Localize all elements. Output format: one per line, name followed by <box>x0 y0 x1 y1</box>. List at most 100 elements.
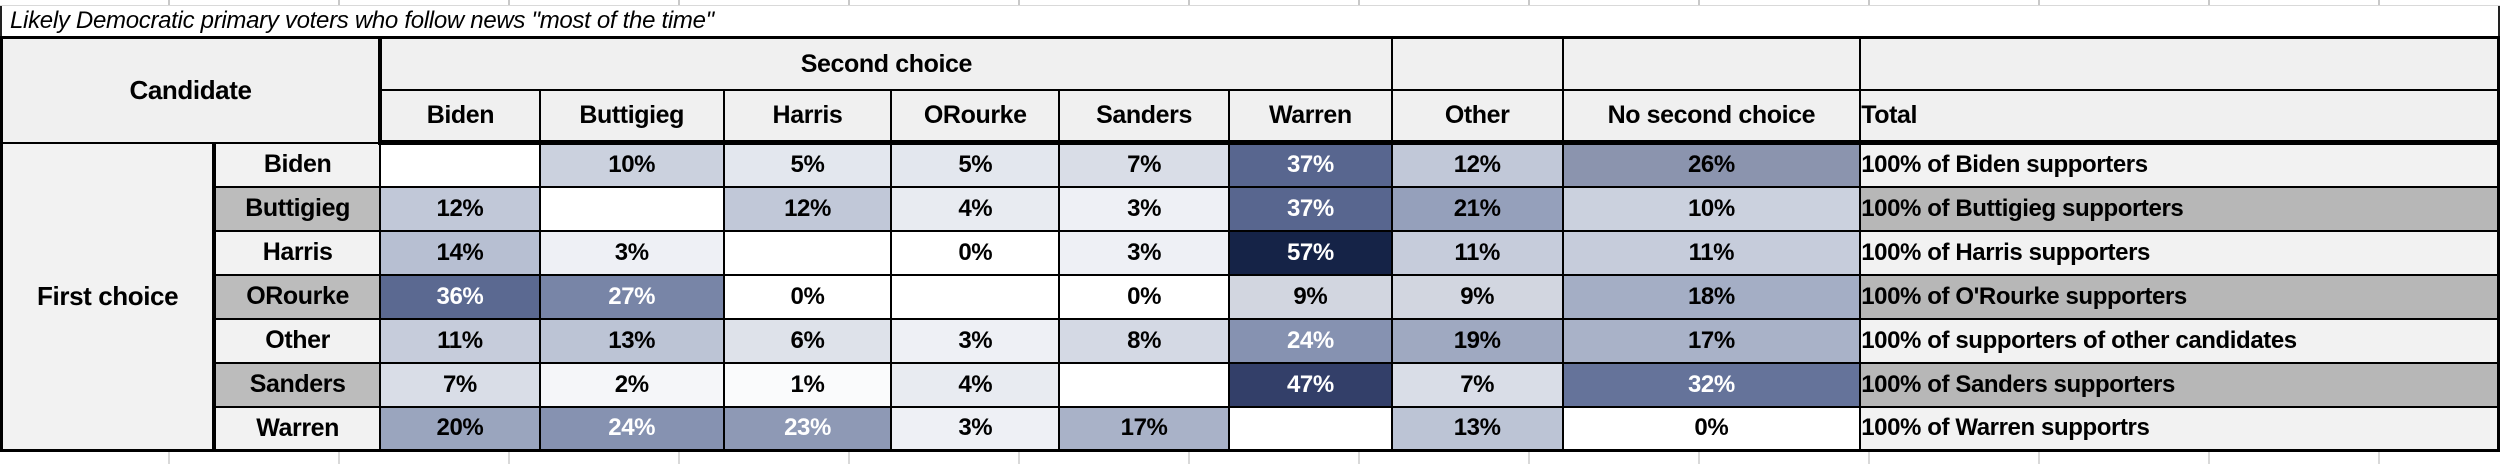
total-cell-harris[interactable]: 100% of Harris supporters <box>1859 229 2500 276</box>
col-header-total[interactable]: Total <box>1859 89 2500 145</box>
table-row-buttigieg: Buttigieg 12% 12% 4% 3% 37% 21% 10% 100% of Butt… <box>2 185 2500 232</box>
data-cell-other-warren[interactable]: 24% <box>1227 317 1393 364</box>
data-cell-buttigieg-sanders[interactable]: 3% <box>1058 185 1230 232</box>
data-cell-biden-warren[interactable]: 37% <box>1227 141 1393 188</box>
data-cell-warren-sanders[interactable]: 17% <box>1058 405 1230 452</box>
spreadsheet-gridline-strip-top <box>0 0 2500 6</box>
title-bar[interactable]: Likely Democratic primary voters who fol… <box>0 6 2500 36</box>
total-cell-other[interactable]: 100% of supporters of other candidates <box>1859 317 2500 364</box>
col-header-harris[interactable]: Harris <box>722 89 893 145</box>
row-label-sanders[interactable]: Sanders <box>213 361 382 408</box>
col-header-no-second-choice[interactable]: No second choice <box>1561 89 1862 145</box>
data-cell-buttigieg-no-second-choice[interactable]: 10% <box>1561 185 1862 232</box>
total-cell-warren[interactable]: 100% of Warren supportrs <box>1859 405 2500 452</box>
row-label-orourke[interactable]: ORourke <box>213 273 382 320</box>
data-cell-sanders-buttigieg[interactable]: 2% <box>538 361 725 408</box>
data-cell-warren-other[interactable]: 13% <box>1390 405 1564 452</box>
page-title: Likely Democratic primary voters who fol… <box>10 7 714 34</box>
data-cell-sanders-biden[interactable]: 7% <box>379 361 541 408</box>
data-cell-buttigieg-warren[interactable]: 37% <box>1227 185 1393 232</box>
data-cell-harris-other[interactable]: 11% <box>1390 229 1564 276</box>
table-row-warren: Warren 20% 24% 23% 3% 17% 13% 0% 100% of Warren … <box>2 405 2500 452</box>
data-cell-warren-biden[interactable]: 20% <box>379 405 541 452</box>
empty-header-cell-other[interactable] <box>1390 36 1564 91</box>
data-cell-biden-no-second-choice[interactable]: 26% <box>1561 141 1862 188</box>
table-body: First choice Biden 10% 5% 5% 7% 37% 12% 26% 100% … <box>0 141 2500 452</box>
data-cell-warren-warren[interactable] <box>1227 405 1393 452</box>
data-cell-buttigieg-orourke[interactable]: 4% <box>890 185 1061 232</box>
spreadsheet-gridline-strip-bottom <box>0 452 2500 464</box>
table-row-biden: First choice Biden 10% 5% 5% 7% 37% 12% 26% 100% … <box>0 141 2500 452</box>
data-cell-harris-no-second-choice[interactable]: 11% <box>1561 229 1862 276</box>
row-label-buttigieg[interactable]: Buttigieg <box>213 185 382 232</box>
data-cell-orourke-buttigieg[interactable]: 27% <box>538 273 725 320</box>
col-header-biden[interactable]: Biden <box>379 89 541 145</box>
col-header-warren[interactable]: Warren <box>1227 89 1393 145</box>
data-cell-warren-harris[interactable]: 23% <box>722 405 893 452</box>
row-label-other[interactable]: Other <box>213 317 382 364</box>
table-row-harris: Harris 14% 3% 0% 3% 57% 11% 11% 100% of Harris s… <box>2 229 2500 276</box>
header-row-columns: Biden Buttigieg Harris ORourke Sanders W… <box>2 89 2500 145</box>
header-row-group: Candidate Second choice <box>0 36 2500 144</box>
data-cell-orourke-biden[interactable]: 36% <box>379 273 541 320</box>
total-cell-orourke[interactable]: 100% of O'Rourke supporters <box>1859 273 2500 320</box>
data-cell-other-other[interactable]: 19% <box>1390 317 1564 364</box>
data-cell-warren-buttigieg[interactable]: 24% <box>538 405 725 452</box>
data-cell-orourke-other[interactable]: 9% <box>1390 273 1564 320</box>
col-header-orourke[interactable]: ORourke <box>890 89 1061 145</box>
data-cell-biden-sanders[interactable]: 7% <box>1058 141 1230 188</box>
data-cell-harris-harris[interactable] <box>722 229 893 276</box>
total-cell-biden[interactable]: 100% of Biden supporters <box>1859 141 2500 188</box>
total-cell-buttigieg[interactable]: 100% of Buttigieg supporters <box>1859 185 2500 232</box>
data-cell-orourke-warren[interactable]: 9% <box>1227 273 1393 320</box>
data-cell-harris-buttigieg[interactable]: 3% <box>538 229 725 276</box>
data-cell-harris-sanders[interactable]: 3% <box>1058 229 1230 276</box>
data-cell-harris-orourke[interactable]: 0% <box>890 229 1061 276</box>
col-header-sanders[interactable]: Sanders <box>1058 89 1230 145</box>
data-cell-warren-no-second-choice[interactable]: 0% <box>1561 405 1862 452</box>
data-cell-sanders-orourke[interactable]: 4% <box>890 361 1061 408</box>
data-cell-warren-orourke[interactable]: 3% <box>890 405 1061 452</box>
data-cell-biden-biden[interactable] <box>379 141 541 188</box>
table-row-sanders: Sanders 7% 2% 1% 4% 47% 7% 32% 100% of Sanders s… <box>2 361 2500 408</box>
data-cell-orourke-orourke[interactable] <box>890 273 1061 320</box>
crosstab-table: Candidate Second choice Biden Buttigieg … <box>0 36 2500 452</box>
data-cell-orourke-no-second-choice[interactable]: 18% <box>1561 273 1862 320</box>
data-cell-sanders-sanders[interactable] <box>1058 361 1230 408</box>
data-cell-sanders-harris[interactable]: 1% <box>722 361 893 408</box>
corner-header-candidate[interactable]: Candidate <box>0 36 383 144</box>
group-header-second-choice[interactable]: Second choice <box>379 36 1393 91</box>
data-cell-sanders-other[interactable]: 7% <box>1390 361 1564 408</box>
empty-header-cell-no-second-choice[interactable] <box>1561 36 1862 91</box>
table-row-other: Other 11% 13% 6% 3% 8% 24% 19% 17% 100% of suppor… <box>2 317 2500 364</box>
data-cell-sanders-warren[interactable]: 47% <box>1227 361 1393 408</box>
data-cell-biden-harris[interactable]: 5% <box>722 141 893 188</box>
data-cell-other-no-second-choice[interactable]: 17% <box>1561 317 1862 364</box>
data-cell-buttigieg-buttigieg[interactable] <box>538 185 725 232</box>
data-cell-biden-buttigieg[interactable]: 10% <box>538 141 725 188</box>
data-cell-sanders-no-second-choice[interactable]: 32% <box>1561 361 1862 408</box>
row-group-label-first-choice[interactable]: First choice <box>0 141 217 452</box>
row-label-warren[interactable]: Warren <box>213 405 382 452</box>
data-cell-other-harris[interactable]: 6% <box>722 317 893 364</box>
total-cell-sanders[interactable]: 100% of Sanders supporters <box>1859 361 2500 408</box>
data-cell-biden-other[interactable]: 12% <box>1390 141 1564 188</box>
data-cell-other-sanders[interactable]: 8% <box>1058 317 1230 364</box>
data-cell-biden-orourke[interactable]: 5% <box>890 141 1061 188</box>
empty-header-cell-total[interactable] <box>1859 36 2500 91</box>
data-cell-orourke-harris[interactable]: 0% <box>722 273 893 320</box>
data-cell-harris-biden[interactable]: 14% <box>379 229 541 276</box>
data-cell-buttigieg-biden[interactable]: 12% <box>379 185 541 232</box>
row-label-harris[interactable]: Harris <box>213 229 382 276</box>
col-header-other[interactable]: Other <box>1390 89 1564 145</box>
data-cell-other-biden[interactable]: 11% <box>379 317 541 364</box>
data-cell-buttigieg-other[interactable]: 21% <box>1390 185 1564 232</box>
data-cell-buttigieg-harris[interactable]: 12% <box>722 185 893 232</box>
data-cell-orourke-sanders[interactable]: 0% <box>1058 273 1230 320</box>
row-label-biden[interactable]: Biden <box>213 141 382 188</box>
data-cell-other-buttigieg[interactable]: 13% <box>538 317 725 364</box>
data-cell-harris-warren[interactable]: 57% <box>1227 229 1393 276</box>
col-header-buttigieg[interactable]: Buttigieg <box>538 89 725 145</box>
data-cell-other-orourke[interactable]: 3% <box>890 317 1061 364</box>
